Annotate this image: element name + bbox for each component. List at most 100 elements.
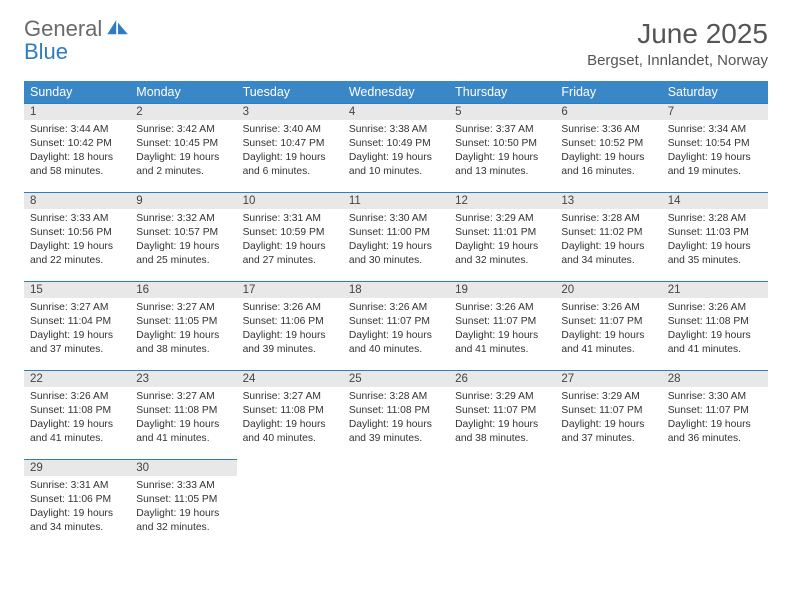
calendar-cell: 2Sunrise: 3:42 AMSunset: 10:45 PMDayligh… xyxy=(130,103,236,192)
calendar-cell: 17Sunrise: 3:26 AMSunset: 11:06 PMDaylig… xyxy=(237,281,343,370)
day-number: 28 xyxy=(662,370,768,387)
day-data: Sunrise: 3:31 AMSunset: 10:59 PMDaylight… xyxy=(237,209,343,270)
sunrise-line: Sunrise: 3:26 AM xyxy=(243,301,337,315)
daylight-line: Daylight: 19 hours and 41 minutes. xyxy=(561,329,655,357)
calendar-cell: 1Sunrise: 3:44 AMSunset: 10:42 PMDayligh… xyxy=(24,103,130,192)
sunset-line: Sunset: 11:06 PM xyxy=(30,493,124,507)
day-number: 25 xyxy=(343,370,449,387)
calendar-cell: 15Sunrise: 3:27 AMSunset: 11:04 PMDaylig… xyxy=(24,281,130,370)
day-number: 17 xyxy=(237,281,343,298)
day-number: 19 xyxy=(449,281,555,298)
sunset-line: Sunset: 11:03 PM xyxy=(668,226,762,240)
daylight-line: Daylight: 19 hours and 13 minutes. xyxy=(455,151,549,179)
calendar-cell xyxy=(662,459,768,548)
sunset-line: Sunset: 10:54 PM xyxy=(668,137,762,151)
sunrise-line: Sunrise: 3:26 AM xyxy=(349,301,443,315)
daylight-line: Daylight: 19 hours and 39 minutes. xyxy=(349,418,443,446)
day-number: 27 xyxy=(555,370,661,387)
calendar-cell: 12Sunrise: 3:29 AMSunset: 11:01 PMDaylig… xyxy=(449,192,555,281)
sunrise-line: Sunrise: 3:28 AM xyxy=(668,212,762,226)
daylight-line: Daylight: 19 hours and 38 minutes. xyxy=(455,418,549,446)
day-data: Sunrise: 3:27 AMSunset: 11:05 PMDaylight… xyxy=(130,298,236,359)
daylight-line: Daylight: 19 hours and 35 minutes. xyxy=(668,240,762,268)
calendar-header-row: SundayMondayTuesdayWednesdayThursdayFrid… xyxy=(24,81,768,103)
sunset-line: Sunset: 11:07 PM xyxy=(561,404,655,418)
calendar-body: 1Sunrise: 3:44 AMSunset: 10:42 PMDayligh… xyxy=(24,103,768,548)
day-data: Sunrise: 3:29 AMSunset: 11:07 PMDaylight… xyxy=(449,387,555,448)
sunrise-line: Sunrise: 3:33 AM xyxy=(30,212,124,226)
sunset-line: Sunset: 11:07 PM xyxy=(668,404,762,418)
calendar: SundayMondayTuesdayWednesdayThursdayFrid… xyxy=(24,81,768,548)
calendar-cell: 27Sunrise: 3:29 AMSunset: 11:07 PMDaylig… xyxy=(555,370,661,459)
calendar-cell: 13Sunrise: 3:28 AMSunset: 11:02 PMDaylig… xyxy=(555,192,661,281)
day-number: 10 xyxy=(237,192,343,209)
daylight-line: Daylight: 19 hours and 40 minutes. xyxy=(243,418,337,446)
sunrise-line: Sunrise: 3:34 AM xyxy=(668,123,762,137)
sunset-line: Sunset: 10:47 PM xyxy=(243,137,337,151)
day-number: 29 xyxy=(24,459,130,476)
calendar-cell: 3Sunrise: 3:40 AMSunset: 10:47 PMDayligh… xyxy=(237,103,343,192)
calendar-cell: 24Sunrise: 3:27 AMSunset: 11:08 PMDaylig… xyxy=(237,370,343,459)
weekday-header: Monday xyxy=(130,81,236,103)
weekday-header: Friday xyxy=(555,81,661,103)
daylight-line: Daylight: 19 hours and 37 minutes. xyxy=(30,329,124,357)
day-data: Sunrise: 3:44 AMSunset: 10:42 PMDaylight… xyxy=(24,120,130,181)
daylight-line: Daylight: 19 hours and 39 minutes. xyxy=(243,329,337,357)
sunset-line: Sunset: 11:00 PM xyxy=(349,226,443,240)
month-title: June 2025 xyxy=(587,18,768,50)
sunrise-line: Sunrise: 3:27 AM xyxy=(243,390,337,404)
calendar-cell xyxy=(555,459,661,548)
day-data: Sunrise: 3:38 AMSunset: 10:49 PMDaylight… xyxy=(343,120,449,181)
sunset-line: Sunset: 11:08 PM xyxy=(668,315,762,329)
calendar-cell: 6Sunrise: 3:36 AMSunset: 10:52 PMDayligh… xyxy=(555,103,661,192)
day-data: Sunrise: 3:42 AMSunset: 10:45 PMDaylight… xyxy=(130,120,236,181)
weekday-header: Saturday xyxy=(662,81,768,103)
calendar-cell xyxy=(343,459,449,548)
calendar-cell: 28 Sunrise: 3:30 AMSunset: 11:07 PMDaylig… xyxy=(662,370,768,459)
sunrise-line: Sunrise: 3:29 AM xyxy=(455,212,549,226)
sunrise-line: Sunrise: 3:31 AM xyxy=(243,212,337,226)
day-number: 15 xyxy=(24,281,130,298)
day-number: 21 xyxy=(662,281,768,298)
daylight-line: Daylight: 19 hours and 30 minutes. xyxy=(349,240,443,268)
sunrise-line: Sunrise: 3:29 AM xyxy=(561,390,655,404)
calendar-cell: 10Sunrise: 3:31 AMSunset: 10:59 PMDaylig… xyxy=(237,192,343,281)
sunset-line: Sunset: 11:04 PM xyxy=(30,315,124,329)
sunrise-line: Sunrise: 3:30 AM xyxy=(668,390,762,404)
sunset-line: Sunset: 11:07 PM xyxy=(561,315,655,329)
daylight-line: Daylight: 19 hours and 32 minutes. xyxy=(455,240,549,268)
day-data: Sunrise: 3:33 AMSunset: 10:56 PMDaylight… xyxy=(24,209,130,270)
sunset-line: Sunset: 10:50 PM xyxy=(455,137,549,151)
daylight-line: Daylight: 19 hours and 36 minutes. xyxy=(668,418,762,446)
logo-word2: Blue xyxy=(24,39,68,64)
sunset-line: Sunset: 11:05 PM xyxy=(136,493,230,507)
weekday-header: Tuesday xyxy=(237,81,343,103)
sunrise-line: Sunrise: 3:38 AM xyxy=(349,123,443,137)
sunset-line: Sunset: 11:08 PM xyxy=(30,404,124,418)
sunset-line: Sunset: 11:05 PM xyxy=(136,315,230,329)
sunset-line: Sunset: 11:08 PM xyxy=(349,404,443,418)
day-data: Sunrise: 3:30 AMSunset: 11:00 PMDaylight… xyxy=(343,209,449,270)
sunrise-line: Sunrise: 3:32 AM xyxy=(136,212,230,226)
day-data: Sunrise: 3:32 AMSunset: 10:57 PMDaylight… xyxy=(130,209,236,270)
sunrise-line: Sunrise: 3:27 AM xyxy=(136,390,230,404)
title-area: June 2025 Bergset, Innlandet, Norway xyxy=(587,18,768,69)
day-data: Sunrise: 3:26 AMSunset: 11:08 PMDaylight… xyxy=(662,298,768,359)
day-number: 22 xyxy=(24,370,130,387)
calendar-cell: 9Sunrise: 3:32 AMSunset: 10:57 PMDayligh… xyxy=(130,192,236,281)
sunrise-line: Sunrise: 3:40 AM xyxy=(243,123,337,137)
daylight-line: Daylight: 19 hours and 27 minutes. xyxy=(243,240,337,268)
day-number: 3 xyxy=(237,103,343,120)
weekday-header: Thursday xyxy=(449,81,555,103)
calendar-cell xyxy=(237,459,343,548)
day-number: 13 xyxy=(555,192,661,209)
day-data: Sunrise: 3:28 AMSunset: 11:02 PMDaylight… xyxy=(555,209,661,270)
day-data: Sunrise: 3:26 AMSunset: 11:08 PMDaylight… xyxy=(24,387,130,448)
day-data: Sunrise: 3:34 AMSunset: 10:54 PMDaylight… xyxy=(662,120,768,181)
day-data: Sunrise: 3:31 AMSunset: 11:06 PMDaylight… xyxy=(24,476,130,537)
day-data: Sunrise: 3:26 AMSunset: 11:07 PMDaylight… xyxy=(555,298,661,359)
daylight-line: Daylight: 19 hours and 16 minutes. xyxy=(561,151,655,179)
calendar-cell: 16Sunrise: 3:27 AMSunset: 11:05 PMDaylig… xyxy=(130,281,236,370)
day-data: Sunrise: 3:27 AMSunset: 11:08 PMDaylight… xyxy=(237,387,343,448)
day-number: 30 xyxy=(130,459,236,476)
